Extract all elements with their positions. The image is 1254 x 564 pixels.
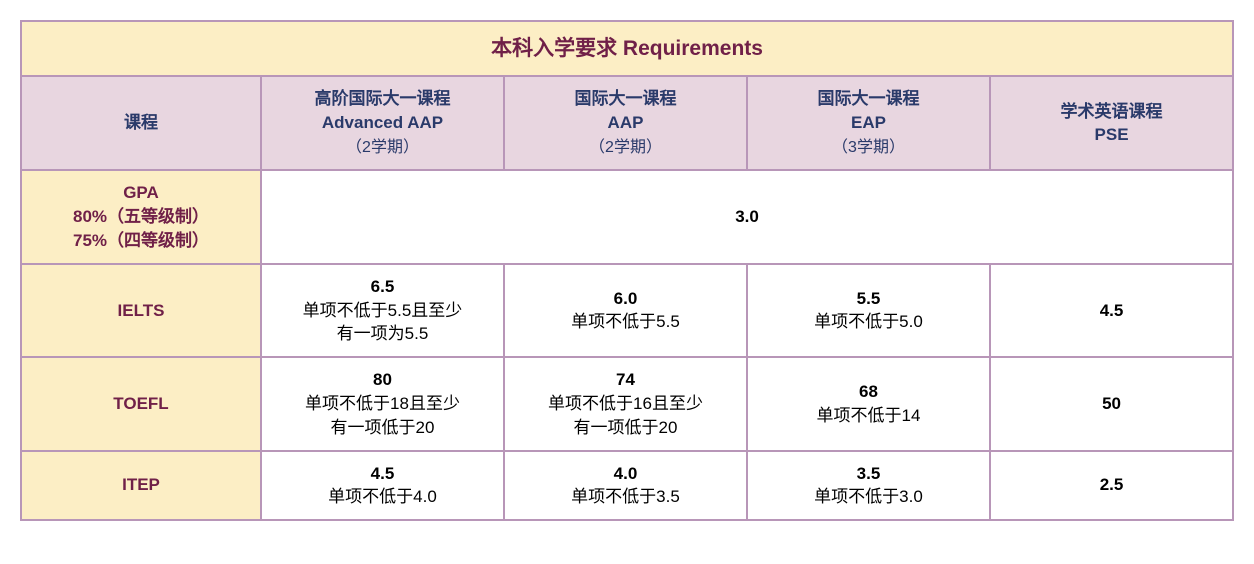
ielts-row: IELTS 6.5 单项不低于5.5且至少 有一项为5.5 6.0 单项不低于5… [21,264,1233,357]
toefl-cell-1-note1: 单项不低于16且至少 [511,392,740,416]
itep-cell-0-note1: 单项不低于4.0 [268,485,497,509]
toefl-label: TOEFL [21,357,261,450]
header-program-3-line1: 学术英语课程 [1061,102,1163,121]
header-program-1-line2: AAP [608,113,644,132]
ielts-cell-1-note1: 单项不低于5.5 [511,310,740,334]
toefl-cell-1-score: 74 [511,368,740,392]
itep-cell-0: 4.5 单项不低于4.0 [261,451,504,521]
gpa-label: GPA 80%（五等级制） 75%（四等级制） [21,170,261,263]
ielts-cell-0-score: 6.5 [268,275,497,299]
header-program-1-sub: （2学期） [589,139,662,156]
requirements-table: 本科入学要求 Requirements 课程 高阶国际大一课程 Advanced… [20,20,1234,521]
title-row: 本科入学要求 Requirements [21,21,1233,76]
toefl-cell-0-note1: 单项不低于18且至少 [268,392,497,416]
ielts-cell-2-score: 5.5 [754,287,983,311]
itep-cell-2: 3.5 单项不低于3.0 [747,451,990,521]
itep-label: ITEP [21,451,261,521]
ielts-cell-3-score: 4.5 [997,299,1226,323]
itep-row: ITEP 4.5 单项不低于4.0 4.0 单项不低于3.5 3.5 单项不低于… [21,451,1233,521]
itep-cell-3-score: 2.5 [997,473,1226,497]
toefl-cell-3: 50 [990,357,1233,450]
toefl-cell-2-note1: 单项不低于14 [754,404,983,428]
toefl-cell-1-note2: 有一项低于20 [511,416,740,440]
itep-cell-1: 4.0 单项不低于3.5 [504,451,747,521]
ielts-cell-0-note1: 单项不低于5.5且至少 [268,299,497,323]
toefl-cell-0-score: 80 [268,368,497,392]
ielts-cell-1: 6.0 单项不低于5.5 [504,264,747,357]
header-program-0: 高阶国际大一课程 Advanced AAP （2学期） [261,76,504,170]
itep-cell-1-score: 4.0 [511,462,740,486]
header-program-0-line2: Advanced AAP [322,113,443,132]
toefl-cell-2-score: 68 [754,380,983,404]
header-program-3-line2: PSE [1095,125,1129,144]
header-program-2-line1: 国际大一课程 [818,89,920,108]
itep-cell-0-score: 4.5 [268,462,497,486]
gpa-label-line3: 75%（四等级制） [73,231,209,250]
header-program-0-sub: （2学期） [346,139,419,156]
header-program-3: 学术英语课程 PSE [990,76,1233,170]
toefl-row: TOEFL 80 单项不低于18且至少 有一项低于20 74 单项不低于16且至… [21,357,1233,450]
header-program-2-line2: EAP [851,113,886,132]
header-program-1-line1: 国际大一课程 [575,89,677,108]
gpa-label-line1: GPA [123,183,159,202]
header-program-2-sub: （3学期） [832,139,905,156]
ielts-cell-0-note2: 有一项为5.5 [268,322,497,346]
ielts-cell-2: 5.5 单项不低于5.0 [747,264,990,357]
gpa-row: GPA 80%（五等级制） 75%（四等级制） 3.0 [21,170,1233,263]
itep-cell-3: 2.5 [990,451,1233,521]
header-program-0-line1: 高阶国际大一课程 [315,89,451,108]
ielts-label: IELTS [21,264,261,357]
ielts-cell-0: 6.5 单项不低于5.5且至少 有一项为5.5 [261,264,504,357]
ielts-cell-3: 4.5 [990,264,1233,357]
toefl-cell-1: 74 单项不低于16且至少 有一项低于20 [504,357,747,450]
toefl-cell-0: 80 单项不低于18且至少 有一项低于20 [261,357,504,450]
itep-cell-2-score: 3.5 [754,462,983,486]
header-program-1: 国际大一课程 AAP （2学期） [504,76,747,170]
ielts-cell-1-score: 6.0 [511,287,740,311]
itep-cell-1-note1: 单项不低于3.5 [511,485,740,509]
header-row: 课程 高阶国际大一课程 Advanced AAP （2学期） 国际大一课程 AA… [21,76,1233,170]
toefl-cell-0-note2: 有一项低于20 [268,416,497,440]
header-program-2: 国际大一课程 EAP （3学期） [747,76,990,170]
toefl-cell-3-score: 50 [997,392,1226,416]
gpa-label-line2: 80%（五等级制） [73,207,209,226]
ielts-cell-2-note1: 单项不低于5.0 [754,310,983,334]
toefl-cell-2: 68 单项不低于14 [747,357,990,450]
gpa-value: 3.0 [261,170,1233,263]
header-course: 课程 [21,76,261,170]
table-title: 本科入学要求 Requirements [21,21,1233,76]
itep-cell-2-note1: 单项不低于3.0 [754,485,983,509]
